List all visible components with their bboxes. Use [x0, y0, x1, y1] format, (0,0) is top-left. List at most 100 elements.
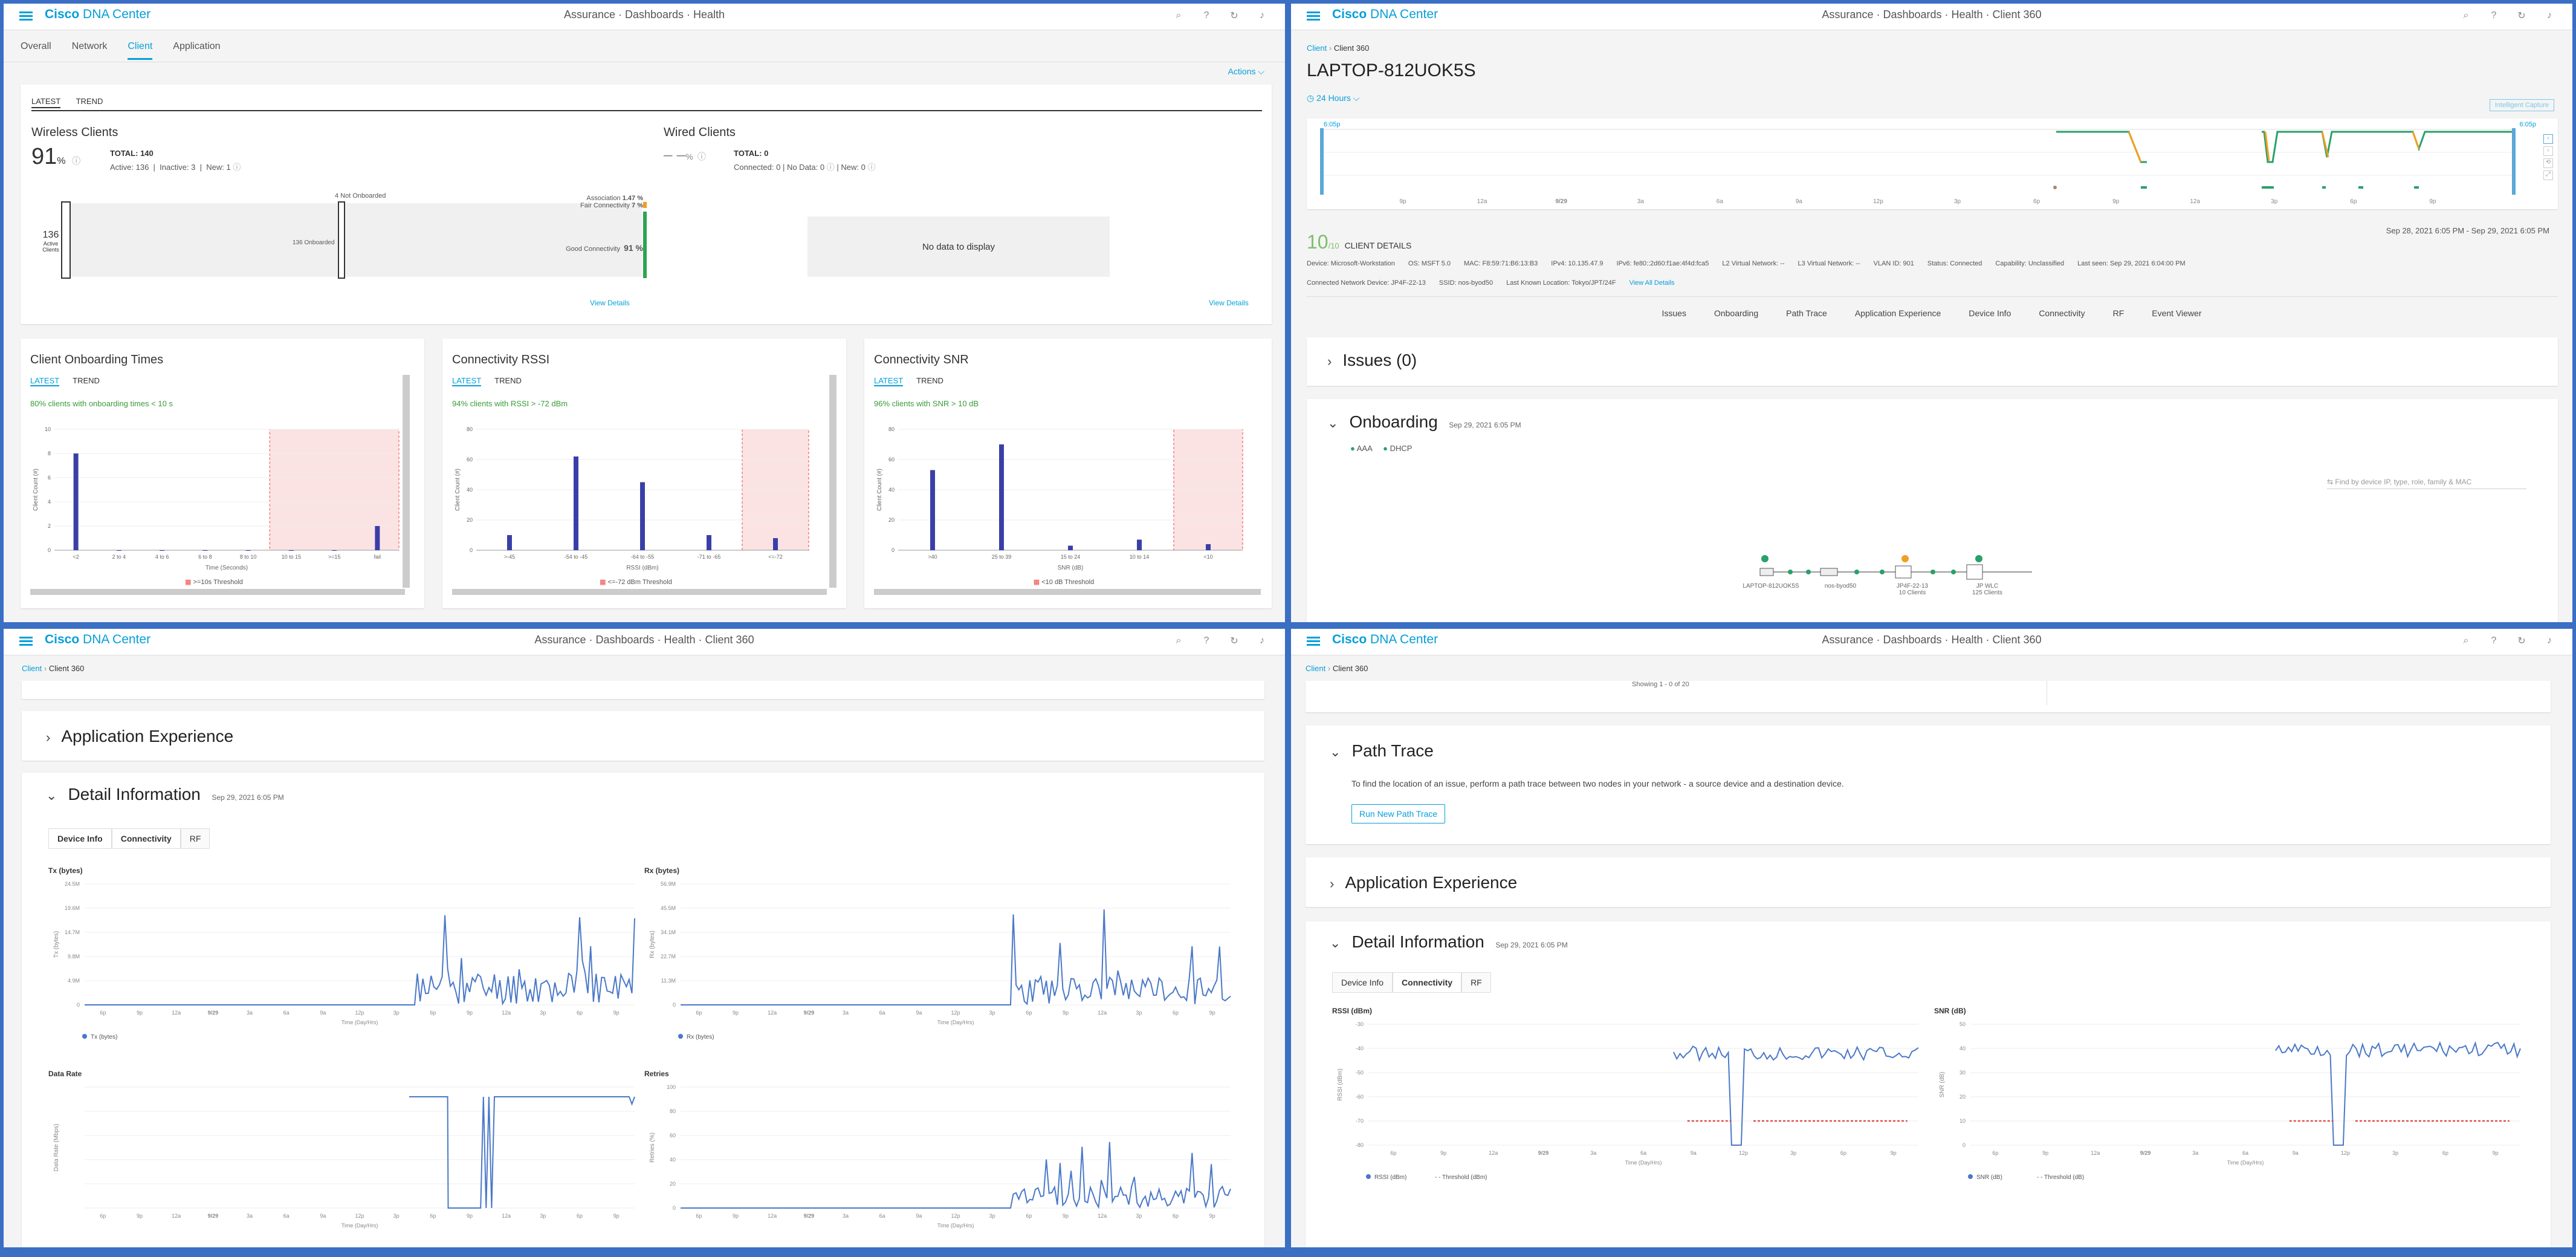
breadcrumb-client-link[interactable]: Client	[1307, 44, 1327, 53]
tab-device-info[interactable]: Device Info	[1332, 972, 1393, 993]
info-icon[interactable]: ⓘ	[233, 163, 241, 172]
breadcrumb-client-link[interactable]: Client	[22, 664, 42, 673]
event-marker[interactable]	[2414, 186, 2419, 189]
vertical-scrollbar[interactable]	[829, 375, 837, 588]
refresh-icon[interactable]: ↻	[2517, 636, 2526, 646]
nav-rf[interactable]: RF	[2112, 308, 2125, 318]
tab-rf[interactable]: RF	[1461, 972, 1491, 993]
tab-overall[interactable]: Overall	[21, 41, 51, 51]
chevron-right-icon[interactable]: ›	[46, 730, 51, 745]
tab-network[interactable]: Network	[71, 41, 108, 51]
refresh-icon[interactable]: ↻	[1230, 11, 1238, 21]
chevron-down-icon[interactable]: ⌄	[1327, 415, 1339, 430]
device-filter-input[interactable]: ⇆ Find by device IP, type, role, family …	[2327, 478, 2526, 489]
tab-rf[interactable]: RF	[180, 828, 210, 849]
breadcrumb-client-link[interactable]: Client	[1306, 664, 1326, 673]
nav-path-trace[interactable]: Path Trace	[1786, 308, 1827, 318]
chevron-right-icon[interactable]: ›	[1330, 876, 1335, 891]
brand-logo[interactable]: Cisco DNA Center	[45, 7, 150, 22]
zoom-in-icon[interactable]: ‹	[2543, 134, 2553, 144]
reset-icon[interactable]: ⟲	[2543, 158, 2553, 168]
latest-toggle[interactable]: LATEST	[30, 376, 60, 386]
nav-connectivity[interactable]: Connectivity	[2039, 308, 2085, 318]
nav-device-info[interactable]: Device Info	[1969, 308, 2011, 318]
tab-connectivity[interactable]: Connectivity	[111, 828, 181, 849]
issues-section[interactable]: › Issues (0)	[1307, 337, 2558, 386]
tab-client[interactable]: Client	[128, 41, 153, 60]
chevron-down-icon[interactable]: ⌄	[1330, 935, 1341, 950]
event-marker[interactable]	[2262, 186, 2274, 189]
help-icon[interactable]: ?	[2491, 10, 2497, 21]
refresh-icon[interactable]: ↻	[1230, 636, 1238, 646]
brand-logo[interactable]: Cisco DNA Center	[1332, 632, 1438, 647]
info-icon[interactable]: ⓘ	[697, 152, 706, 161]
latest-toggle[interactable]: LATEST	[874, 376, 904, 386]
run-path-trace-button[interactable]: Run New Path Trace	[1351, 804, 1446, 823]
help-icon[interactable]: ?	[1203, 635, 1209, 646]
event-marker[interactable]	[2053, 186, 2057, 189]
event-marker[interactable]	[2358, 186, 2363, 189]
info-icon[interactable]: ⓘ	[72, 156, 81, 166]
chevron-down-icon[interactable]: ⌄	[46, 788, 57, 803]
info-icon[interactable]: ⓘ	[867, 163, 876, 172]
search-icon[interactable]: ⌕	[2463, 635, 2469, 646]
menu-icon[interactable]	[1307, 635, 1320, 646]
help-icon[interactable]: ?	[1203, 10, 1209, 21]
latest-toggle[interactable]: LATEST	[31, 97, 60, 108]
actions-menu[interactable]: Actions ⌵	[1228, 67, 1264, 76]
menu-icon[interactable]	[19, 10, 33, 21]
tab-connectivity[interactable]: Connectivity	[1393, 972, 1462, 993]
app-experience-section[interactable]: › Application Experience	[1306, 857, 2551, 907]
wired-view-details-link[interactable]: View Details	[1209, 299, 1249, 307]
time-range-selector[interactable]: ◷ 24 Hours ⌵	[1307, 93, 1359, 103]
timeline-left-handle[interactable]	[1320, 128, 1324, 195]
menu-icon[interactable]	[19, 635, 33, 646]
zoom-out-icon[interactable]: ›	[2543, 146, 2553, 156]
bell-icon[interactable]: ♪	[2547, 635, 2552, 646]
menu-icon[interactable]	[1307, 10, 1320, 21]
bell-icon[interactable]: ♪	[1260, 10, 1264, 21]
nav-application-experience[interactable]: Application Experience	[1854, 308, 1941, 318]
nav-issues[interactable]: Issues	[1662, 308, 1686, 318]
tab-device-info[interactable]: Device Info	[48, 828, 112, 849]
app-experience-section[interactable]: › Application Experience	[22, 711, 1264, 761]
ssid-icon[interactable]	[1820, 568, 1838, 576]
trend-toggle[interactable]: TREND	[916, 376, 943, 385]
tab-application[interactable]: Application	[173, 41, 221, 51]
bell-icon[interactable]: ♪	[2547, 10, 2552, 21]
wireless-pct-value: 91	[31, 144, 57, 169]
laptop-icon[interactable]	[1759, 568, 1774, 576]
chevron-right-icon[interactable]: ›	[1327, 354, 1332, 369]
trend-toggle[interactable]: TREND	[494, 376, 522, 385]
retries-chart: Retries 100 80 60 40 20 0 Retries (%) 6p 9p 12a 9/2…	[644, 1070, 1231, 1229]
view-all-details-link[interactable]: View All Details	[1629, 279, 1675, 287]
trend-toggle[interactable]: TREND	[73, 376, 100, 385]
chevron-down-icon[interactable]: ⌄	[1330, 744, 1341, 759]
nav-onboarding[interactable]: Onboarding	[1714, 308, 1759, 318]
help-icon[interactable]: ?	[2491, 635, 2497, 646]
breadcrumb: Client › Client 360	[22, 664, 84, 673]
search-icon[interactable]: ⌕	[2463, 10, 2469, 21]
refresh-icon[interactable]: ↻	[2517, 11, 2526, 21]
wireless-view-details-link[interactable]: View Details	[590, 299, 630, 307]
search-icon[interactable]: ⌕	[1176, 10, 1182, 21]
timeline-right-handle[interactable]	[2512, 128, 2516, 195]
horizontal-scrollbar[interactable]	[452, 589, 827, 595]
intelligent-capture-button[interactable]: Intelligent Capture	[2489, 99, 2554, 111]
info-icon[interactable]: ⓘ	[826, 163, 835, 172]
horizontal-scrollbar[interactable]	[874, 589, 1261, 595]
nav-event-viewer[interactable]: Event Viewer	[2152, 308, 2202, 318]
latest-toggle[interactable]: LATEST	[452, 376, 482, 386]
wlc-icon[interactable]	[1966, 564, 1983, 580]
event-marker[interactable]	[2322, 186, 2326, 189]
brand-logo[interactable]: Cisco DNA Center	[45, 632, 150, 647]
event-marker[interactable]	[2141, 186, 2147, 189]
trend-toggle[interactable]: TREND	[76, 97, 103, 106]
vertical-scrollbar[interactable]	[403, 375, 410, 588]
search-icon[interactable]: ⌕	[1176, 635, 1182, 646]
access-point-icon[interactable]	[1895, 565, 1912, 579]
expand-icon[interactable]: ⤢	[2543, 171, 2553, 180]
bell-icon[interactable]: ♪	[1260, 635, 1264, 646]
brand-logo[interactable]: Cisco DNA Center	[1332, 7, 1438, 22]
horizontal-scrollbar[interactable]	[30, 589, 405, 595]
